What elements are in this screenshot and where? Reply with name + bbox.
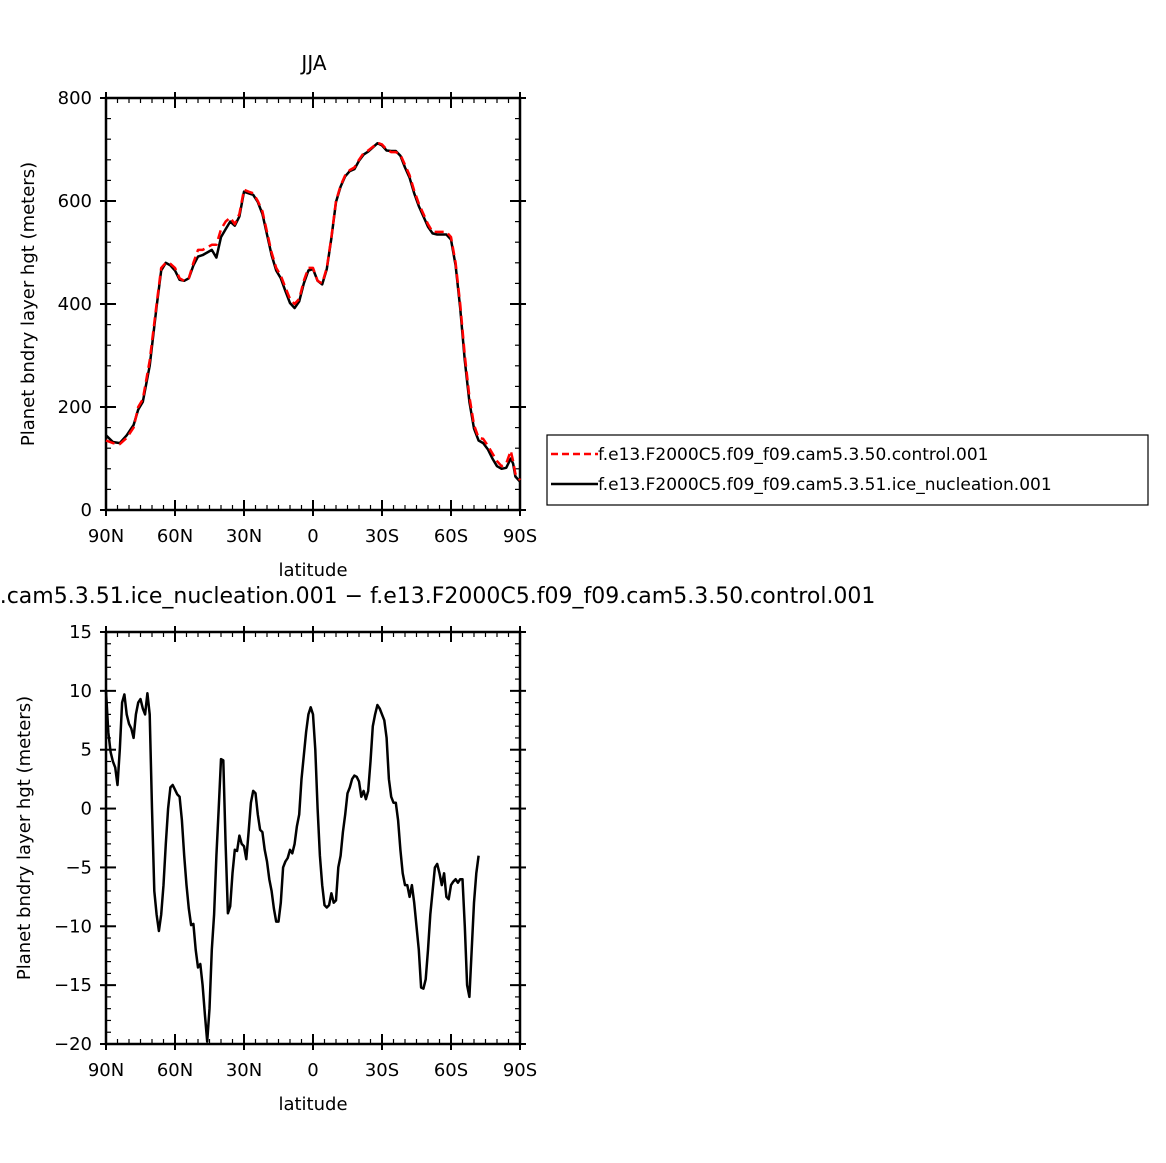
bottom-y-tick-label: 5: [81, 740, 92, 761]
legend: f.e13.F2000C5.f09_f09.cam5.3.50.control.…: [546, 434, 1149, 506]
bottom-y-tick-label: 0: [81, 799, 92, 820]
top-y-tick-label: 0: [81, 500, 92, 521]
top-x-tick-label: 30S: [365, 526, 399, 547]
top-y-axis-label: Planet bndry layer hgt (meters): [18, 162, 39, 446]
top-x-tick-label: 0: [307, 526, 318, 547]
top-x-tick-labels: 90N 60N 30N 0 30S 60S 90S: [88, 526, 537, 547]
bottom-x-tick-label: 0: [307, 1060, 318, 1081]
top-plot-frame: [104, 96, 522, 512]
bottom-y-tick-label: −10: [54, 916, 92, 937]
top-x-axis-label: latitude: [278, 560, 347, 581]
bottom-x-tick-label: 60S: [434, 1060, 468, 1081]
top-x-tick-label: 90N: [88, 526, 124, 547]
legend-box: [546, 434, 1149, 506]
top-y-tick-label: 600: [58, 191, 92, 212]
bottom-y-tick-label: −20: [54, 1034, 92, 1055]
top-x-tick-label: 30N: [226, 526, 262, 547]
bottom-x-tick-label: 90S: [503, 1060, 537, 1081]
bottom-axis-ticks: [100, 626, 526, 1050]
bottom-y-tick-label: 10: [69, 681, 92, 702]
top-series-lines: [105, 141, 522, 483]
top-y-tick-label: 400: [58, 294, 92, 315]
legend-label-control: f.e13.F2000C5.f09_f09.cam5.3.50.control.…: [598, 445, 989, 465]
top-x-tick-label: 90S: [503, 526, 537, 547]
top-axis-ticks: [100, 92, 526, 516]
bottom-x-tick-labels: 90N 60N 30N 0 30S 60S 90S: [88, 1060, 537, 1081]
bottom-series-lines: [104, 690, 480, 1043]
top-series-line-1: [105, 142, 521, 483]
bottom-x-tick-label: 30N: [226, 1060, 262, 1081]
bottom-series-line-0: [104, 690, 480, 1043]
top-y-tick-label: 800: [58, 88, 92, 109]
bottom-x-tick-label: 90N: [88, 1060, 124, 1081]
top-y-tick-label: 200: [58, 397, 92, 418]
bottom-x-axis-label: latitude: [278, 1094, 347, 1115]
top-panel: JJA 90N 60N 30N 0 30S 60S 90S 0 200 400 600 800 la…: [18, 51, 537, 581]
top-panel-title: JJA: [299, 51, 326, 75]
bottom-y-tick-label: −15: [54, 975, 92, 996]
top-x-tick-label: 60N: [157, 526, 193, 547]
top-y-tick-labels: 0 200 400 600 800: [58, 88, 92, 521]
bottom-x-tick-label: 30S: [365, 1060, 399, 1081]
bottom-plot-frame: [104, 630, 522, 1046]
bottom-y-axis-label: Planet bndry layer hgt (meters): [14, 696, 35, 980]
top-x-tick-label: 60S: [434, 526, 468, 547]
bottom-panel: f.e13.F2000C5.f09_f09.cam5.3.51.ice_nucl…: [0, 584, 875, 1115]
bottom-y-tick-label: 15: [69, 622, 92, 643]
bottom-x-tick-label: 60N: [157, 1060, 193, 1081]
bottom-panel-title: f.e13.F2000C5.f09_f09.cam5.3.51.ice_nucl…: [0, 584, 875, 609]
top-series-line-0: [105, 141, 522, 481]
bottom-y-tick-label: −5: [65, 857, 92, 878]
bottom-y-tick-labels: −20 −15 −10 −5 0 5 10 15: [54, 622, 92, 1055]
legend-label-ice-nucleation: f.e13.F2000C5.f09_f09.cam5.3.51.ice_nucl…: [598, 475, 1052, 495]
